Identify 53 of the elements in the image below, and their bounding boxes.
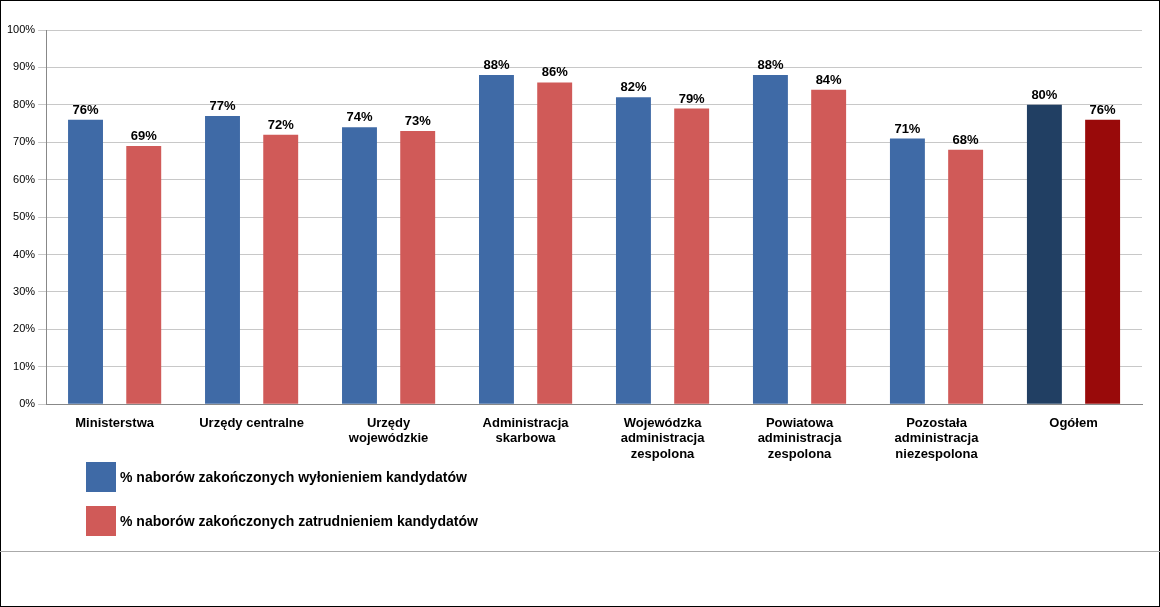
bar [342,127,377,404]
x-tick-label: Powiatowa administracja zespolona [757,414,843,461]
data-label: 88% [757,56,784,72]
data-label: 80% [1031,86,1058,102]
data-label: 76% [72,101,99,117]
legend-label: % naborów zakończonych zatrudnieniem kandydatów [120,513,478,529]
y-tick-label: 50% [13,210,36,223]
data-label: 73% [404,113,432,129]
bar [674,108,710,404]
y-tick-label: 10% [13,359,36,372]
y-tick-label: 70% [13,135,36,148]
bar [811,89,847,404]
data-label: 84% [815,71,843,87]
bar [615,97,651,404]
y-tick-label: 30% [13,284,36,297]
data-label: 82% [620,79,647,95]
bar [400,131,436,404]
y-tick-label: 100% [6,23,36,36]
data-label: 79% [678,90,706,106]
y-tick-label: 60% [13,172,36,185]
bar [126,146,162,404]
data-label: 74% [346,109,373,125]
y-tick-label: 40% [13,247,36,260]
x-tick-label: Urzędy wojewódzkie [347,414,429,446]
y-tick-label: 90% [13,60,36,73]
data-label: 77% [209,98,236,114]
x-tick-label: Wojewódzka administracja zespolona [620,414,706,461]
x-tick-label: Ministerstwa [75,414,155,430]
legend-label: % naborów zakończonych wyłonieniem kandydatów [120,469,467,485]
data-label: 88% [483,56,510,72]
bar [479,74,514,404]
y-tick-label: 0% [19,397,36,410]
bar [68,119,103,404]
x-tick-label: Ogółem [1049,414,1098,430]
data-label: 72% [267,116,295,132]
bar [889,138,925,404]
data-label: 76% [1089,101,1117,117]
y-tick-label: 80% [13,97,36,110]
data-label: 86% [541,64,569,80]
data-label: 68% [952,131,980,147]
bar [205,116,240,404]
x-tick-label: Urzędy centralne [199,414,304,430]
bar [537,82,573,404]
x-tick-label: Administracja skarbowa [482,414,570,446]
x-tick-label: Pozostała administracja niezespolona [894,414,980,461]
data-label: 71% [894,120,921,136]
bar [752,74,788,404]
data-label: 69% [130,128,158,144]
bar [1085,119,1121,404]
bar [1026,104,1062,404]
bar [263,134,299,404]
y-tick-label: 20% [13,322,36,335]
bar [948,149,984,404]
